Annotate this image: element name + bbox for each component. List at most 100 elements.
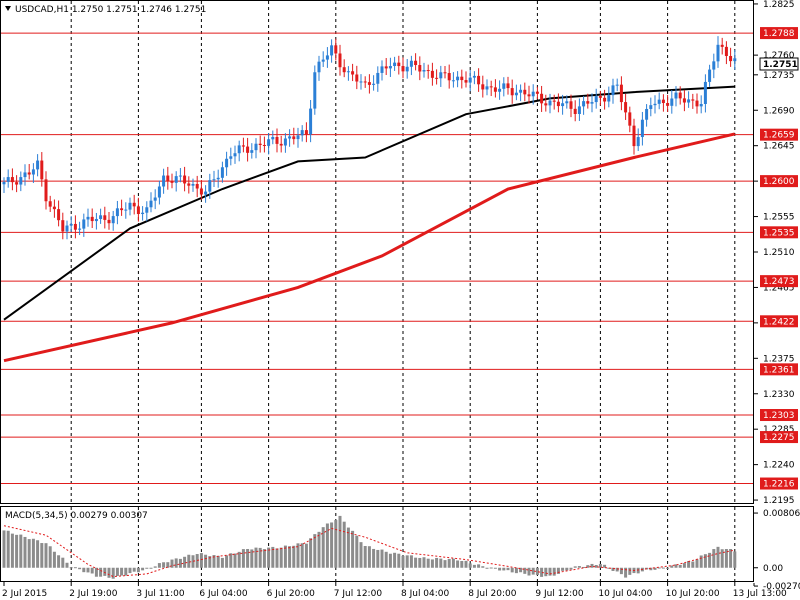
candle-up: [267, 139, 271, 146]
candle-up: [191, 183, 195, 186]
macd-bar: [443, 560, 447, 568]
macd-bar: [691, 561, 695, 568]
candle-down: [338, 53, 342, 68]
candle-down: [435, 77, 439, 79]
candle-up: [174, 176, 178, 183]
candle-down: [489, 86, 493, 88]
candle-down: [523, 89, 527, 95]
candle-up: [250, 150, 254, 153]
candle-up: [317, 61, 321, 73]
macd-bar: [120, 567, 124, 576]
candle-down: [342, 67, 346, 73]
candle-down: [48, 201, 52, 207]
macd-bar: [342, 521, 346, 568]
x-tick-label: 10 Jul 04:00: [598, 589, 652, 599]
macd-bar: [460, 560, 464, 568]
macd-bar: [99, 567, 103, 577]
macd-bar: [666, 567, 670, 569]
candle-down: [107, 219, 111, 224]
macd-bar: [27, 539, 31, 568]
macd-bar: [624, 567, 628, 578]
candle-down: [430, 70, 434, 78]
macd-bar: [577, 566, 581, 568]
macd-bar: [502, 567, 506, 571]
x-tick-label: 8 Jul 20:00: [468, 589, 517, 599]
y-tick-label: 1.2510: [763, 248, 795, 258]
macd-bar: [548, 567, 552, 576]
macd-bar: [2, 530, 6, 568]
candle-up: [216, 177, 220, 180]
candle-down: [632, 125, 636, 147]
macd-bar: [162, 562, 166, 568]
level-label: 1.2535: [763, 228, 795, 238]
candle-down: [552, 100, 556, 102]
candle-up: [69, 223, 73, 226]
candle-up: [703, 81, 707, 105]
macd-bar: [451, 558, 455, 568]
candle-down: [666, 103, 670, 106]
macd-bar: [325, 523, 329, 568]
macd-bar: [733, 551, 737, 568]
macd-bar: [682, 563, 686, 568]
macd-bar: [607, 567, 611, 569]
candle-down: [628, 112, 632, 126]
candle-up: [640, 119, 644, 138]
macd-bar: [636, 567, 640, 574]
macd-bar: [304, 543, 308, 568]
macd-bar: [426, 558, 430, 568]
macd-bar: [157, 563, 161, 568]
support-resistance-levels: [1, 32, 753, 485]
macd-bar: [94, 567, 98, 577]
candle-down: [279, 143, 283, 146]
macd-bar: [31, 538, 35, 568]
macd-bar: [418, 557, 422, 568]
macd-bar: [439, 558, 443, 568]
candle-up: [321, 59, 325, 62]
macd-bar: [128, 567, 132, 574]
macd-tick-label: 0.00806: [763, 509, 800, 519]
candle-down: [720, 44, 724, 47]
level-label-box: [760, 128, 798, 141]
candle-up: [31, 169, 35, 175]
macd-bar: [351, 530, 355, 568]
candle-up: [330, 45, 334, 56]
level-labels: 1.2788 1.2659 1.2600 1.2535 1.2473 1.2422 1.23…: [760, 27, 798, 490]
macd-bar: [405, 555, 409, 568]
candle-up: [502, 83, 506, 89]
macd-bar: [191, 555, 195, 568]
level-label-box: [760, 431, 798, 444]
macd-bar: [6, 530, 10, 568]
dropdown-triangle-icon[interactable]: [5, 6, 11, 11]
level-label-box: [760, 226, 798, 239]
candle-down: [619, 84, 623, 103]
chart-header: USDCAD,H1 1.2750 1.2751 1.2746 1.2751 MA…: [5, 5, 206, 521]
macd-bar: [246, 548, 250, 568]
macd-bar: [220, 557, 224, 568]
candle-down: [363, 81, 367, 83]
candle-up: [283, 138, 287, 146]
candle-down: [10, 177, 14, 183]
candle-up: [372, 83, 376, 85]
macd-bar: [313, 534, 317, 568]
macd-bar: [615, 567, 619, 572]
macd-bar: [229, 553, 233, 568]
macd-bar: [212, 555, 216, 568]
macd-bar: [695, 559, 699, 568]
macd-bar: [86, 567, 90, 573]
macd-bar: [535, 567, 539, 575]
macd-bar: [115, 567, 119, 576]
macd-bar: [384, 551, 388, 568]
macd-bar: [237, 551, 241, 568]
candle-down: [678, 92, 682, 99]
candle-down: [166, 175, 170, 182]
macd-bar: [111, 567, 115, 579]
candle-down: [73, 223, 77, 230]
x-tick-label: 13 Jul 13:00: [733, 589, 787, 599]
macd-pane-border: [0, 506, 754, 582]
macd-bar: [338, 515, 342, 568]
candle-down: [426, 70, 430, 72]
macd-bar: [292, 545, 296, 568]
candle-up: [376, 72, 380, 84]
macd-bar: [141, 567, 145, 571]
